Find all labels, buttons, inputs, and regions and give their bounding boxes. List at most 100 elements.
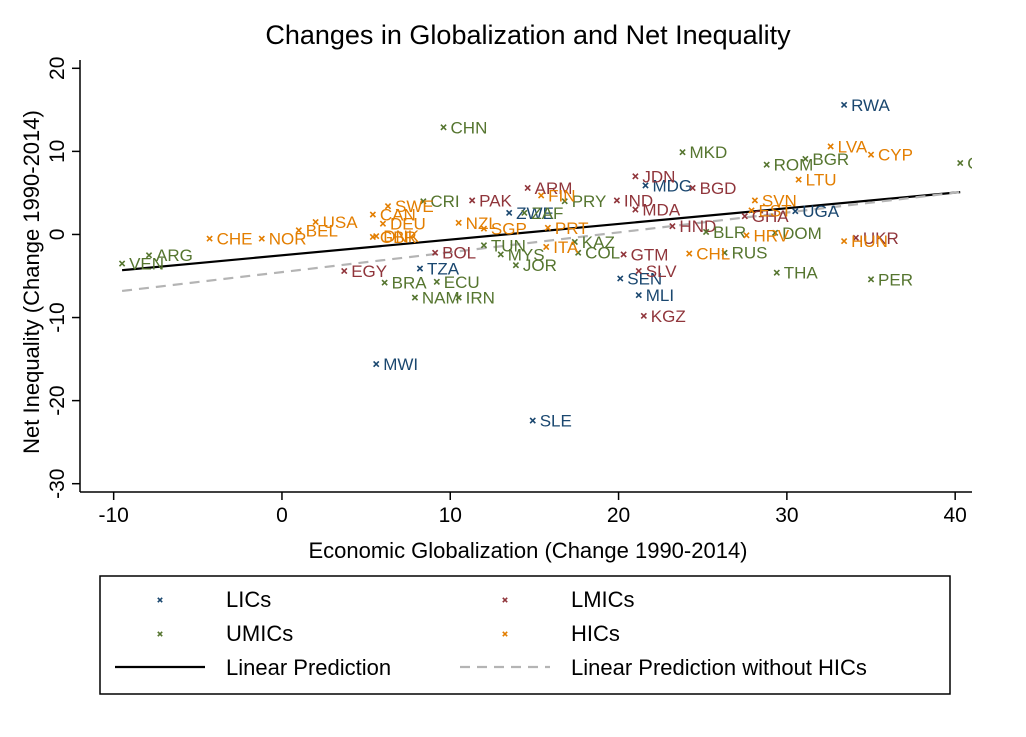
point-marker xyxy=(867,276,875,283)
point-marker-stroke-b xyxy=(771,229,779,236)
point-marker-stroke-b xyxy=(867,276,875,283)
point-marker xyxy=(455,219,462,226)
point-marker-stroke-b xyxy=(613,197,621,204)
point-marker xyxy=(544,224,552,231)
point-label: KAZ xyxy=(582,233,615,252)
point-marker-stroke-b xyxy=(827,143,834,150)
point-label: MDA xyxy=(642,201,680,220)
y-tick-label: 10 xyxy=(46,140,69,163)
point-marker xyxy=(537,192,545,199)
point-marker xyxy=(957,159,964,167)
point-label: ITA xyxy=(553,238,579,257)
point-marker xyxy=(420,198,427,205)
point-marker xyxy=(145,252,153,259)
point-marker-stroke-b xyxy=(468,197,476,204)
point-marker-stroke-b xyxy=(802,155,809,163)
point-marker xyxy=(640,312,647,320)
point-marker-stroke-b xyxy=(721,249,728,256)
point-label: MWI xyxy=(383,355,418,374)
point-marker-stroke-b xyxy=(852,234,860,241)
point-marker xyxy=(379,220,387,227)
point-marker-stroke-b xyxy=(206,235,213,242)
point-label: GHA xyxy=(752,207,790,226)
point-label: MKD xyxy=(690,143,728,162)
point-marker-stroke-b xyxy=(369,233,377,241)
point-marker xyxy=(571,238,578,246)
point-label: BLR xyxy=(713,223,746,242)
point-marker-stroke-b xyxy=(773,269,780,276)
point-marker-stroke-b xyxy=(669,222,676,230)
point-marker-stroke-b xyxy=(145,252,153,259)
point-marker xyxy=(632,173,639,180)
point-marker-stroke-b xyxy=(543,243,550,251)
y-tick-label: -30 xyxy=(46,469,69,499)
point-label: SWE xyxy=(395,197,434,216)
point-marker-stroke-b xyxy=(792,208,799,215)
point-label: BEL xyxy=(306,221,338,240)
point-marker xyxy=(840,101,848,109)
legend-label: UMICs xyxy=(226,621,293,646)
point-label: CHE xyxy=(217,230,253,249)
point-marker-stroke-b xyxy=(751,197,759,204)
point-marker xyxy=(369,233,377,241)
point-marker-stroke-b xyxy=(679,149,686,156)
point-label: HUN xyxy=(851,232,888,251)
point-marker xyxy=(561,198,568,205)
point-marker-stroke-b xyxy=(440,124,447,131)
point-marker-stroke-b xyxy=(635,267,642,275)
point-marker xyxy=(480,242,488,249)
chart-title: Changes in Globalization and Net Inequal… xyxy=(265,20,791,50)
point-label: MDG xyxy=(652,176,692,195)
point-marker-stroke-b xyxy=(635,291,642,299)
point-marker xyxy=(440,124,447,131)
point-label: VEN xyxy=(129,255,164,274)
point-label: FIN xyxy=(548,186,575,205)
point-marker-stroke-b xyxy=(506,209,513,217)
legend-label: Linear Prediction without HICs xyxy=(571,655,867,680)
point-marker-stroke-b xyxy=(544,224,552,231)
point-label: CHL xyxy=(696,245,730,264)
point-marker-stroke-b xyxy=(640,312,647,320)
point-marker-stroke-b xyxy=(524,184,531,192)
point-label: IRN xyxy=(466,289,495,308)
point-marker xyxy=(852,234,860,241)
point-label: PRY xyxy=(572,192,607,211)
legend: LICs LMICs UMICs HICs Linear Prediction Linea… xyxy=(99,575,951,695)
legend-label: LICs xyxy=(226,587,271,612)
legend-marker-stroke-b xyxy=(157,631,163,637)
point-label: JOR xyxy=(523,256,557,275)
point-marker xyxy=(642,182,649,189)
point-marker xyxy=(689,184,696,192)
point-label: PAK xyxy=(479,191,512,210)
point-label: MLI xyxy=(646,286,674,305)
point-label: HND xyxy=(679,217,716,236)
legend-label: HICs xyxy=(571,621,620,646)
point-marker-stroke-b xyxy=(411,294,419,301)
point-label: ECU xyxy=(444,273,480,292)
point-marker xyxy=(792,208,799,215)
point-marker xyxy=(748,207,755,214)
point-marker-stroke-b xyxy=(384,203,392,210)
point-marker xyxy=(721,249,728,256)
point-marker-stroke-b xyxy=(369,211,377,218)
legend-marker xyxy=(157,597,163,603)
point-marker xyxy=(635,291,642,299)
point-marker xyxy=(795,176,802,183)
point-label: TUN xyxy=(491,236,526,255)
point-marker xyxy=(617,275,624,282)
point-marker xyxy=(258,235,265,242)
point-marker-stroke-b xyxy=(455,294,462,301)
point-marker-stroke-b xyxy=(455,219,462,226)
point-label: DEU xyxy=(390,215,426,234)
point-marker-stroke-b xyxy=(529,417,536,424)
point-marker-stroke-b xyxy=(537,192,545,199)
point-marker xyxy=(411,294,419,301)
point-marker-stroke-b xyxy=(512,262,520,269)
point-marker xyxy=(613,197,621,204)
point-marker xyxy=(529,417,536,424)
point-marker-stroke-b xyxy=(763,161,770,168)
point-label: BGD xyxy=(700,179,737,198)
point-label: EGY xyxy=(351,262,387,281)
